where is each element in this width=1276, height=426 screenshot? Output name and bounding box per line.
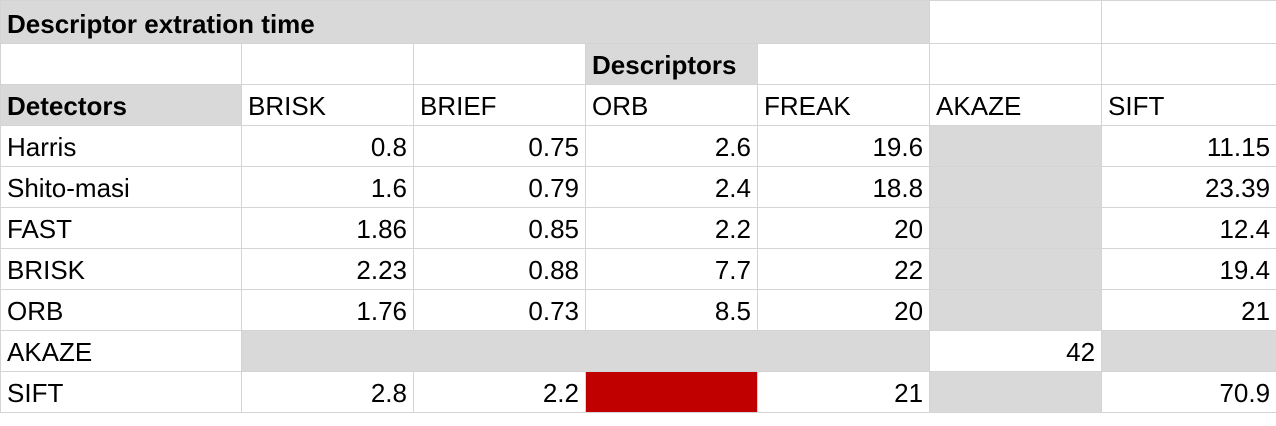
value-cell[interactable]: 0.88 [413,248,586,290]
value-cell[interactable]: 22 [756,248,931,290]
value-cell[interactable]: 20 [756,207,931,249]
value-cell[interactable]: 19.6 [756,125,931,167]
value-cell[interactable]: 0.85 [413,207,586,249]
not-applicable-cell[interactable] [240,330,931,372]
table-row: FAST 1.86 0.85 2.2 20 12.4 [0,207,1276,249]
descriptors-header[interactable]: Descriptors [585,43,758,85]
table-row: ORB 1.76 0.73 8.5 20 21 [0,289,1276,331]
not-applicable-cell[interactable] [929,371,1103,413]
value-cell[interactable]: 19.4 [1101,248,1276,290]
column-header-akaze[interactable]: AKAZE [929,84,1103,126]
value-cell[interactable]: 0.79 [413,166,586,208]
value-cell[interactable]: 2.4 [585,166,758,208]
value-cell[interactable]: 0.75 [413,125,586,167]
row-label[interactable]: Harris [0,125,242,167]
column-header-row: Detectors BRISK BRIEF ORB FREAK AKAZE SI… [0,84,1276,126]
row-label[interactable]: AKAZE [0,330,242,372]
table-title[interactable]: Descriptor extration time [0,0,931,44]
highlighted-cell[interactable] [585,371,758,413]
value-cell[interactable]: 1.86 [241,207,414,249]
column-header-sift[interactable]: SIFT [1101,84,1276,126]
row-label[interactable]: ORB [0,289,242,331]
value-cell[interactable]: 70.9 [1101,371,1276,413]
value-cell[interactable]: 0.8 [241,125,414,167]
value-cell[interactable]: 2.23 [241,248,414,290]
cell[interactable] [1101,0,1276,44]
cell[interactable] [241,43,414,85]
not-applicable-cell[interactable] [929,207,1103,249]
value-cell[interactable]: 1.76 [241,289,414,331]
not-applicable-cell[interactable] [1101,330,1276,372]
not-applicable-cell[interactable] [929,289,1103,331]
value-cell[interactable]: 7.7 [585,248,758,290]
column-header-brisk[interactable]: BRISK [241,84,414,126]
value-cell[interactable]: 20 [756,289,931,331]
descriptors-header-row: Descriptors [0,43,1276,85]
column-header-orb[interactable]: ORB [585,84,758,126]
value-cell[interactable]: 12.4 [1101,207,1276,249]
value-cell[interactable]: 11.15 [1101,125,1276,167]
table-row: Shito-masi 1.6 0.79 2.4 18.8 23.39 [0,166,1276,208]
column-header-brief[interactable]: BRIEF [413,84,586,126]
value-cell[interactable]: 8.5 [585,289,758,331]
not-applicable-cell[interactable] [929,166,1103,208]
cell[interactable] [0,43,242,85]
column-header-freak[interactable]: FREAK [756,84,931,126]
value-cell[interactable]: 2.2 [413,371,586,413]
value-cell[interactable]: 23.39 [1101,166,1276,208]
row-label[interactable]: BRISK [0,248,242,290]
table-row: SIFT 2.8 2.2 21 70.9 [0,371,1276,413]
title-row: Descriptor extration time [0,0,1276,44]
value-cell[interactable]: 21 [1101,289,1276,331]
descriptor-time-table: Descriptor extration time Descriptors De… [0,0,1276,413]
cell[interactable] [929,43,1103,85]
row-label[interactable]: SIFT [0,371,242,413]
cell[interactable] [929,0,1103,44]
value-cell[interactable]: 0.73 [413,289,586,331]
table-row: BRISK 2.23 0.88 7.7 22 19.4 [0,248,1276,290]
value-cell[interactable]: 1.6 [241,166,414,208]
value-cell[interactable]: 42 [929,330,1103,372]
not-applicable-cell[interactable] [929,248,1103,290]
not-applicable-cell[interactable] [929,125,1103,167]
cell[interactable] [756,43,931,85]
row-label[interactable]: Shito-masi [0,166,242,208]
table-row: AKAZE 42 [0,330,1276,372]
detectors-header[interactable]: Detectors [0,84,242,126]
value-cell[interactable]: 21 [756,371,931,413]
table-row: Harris 0.8 0.75 2.6 19.6 11.15 [0,125,1276,167]
row-label[interactable]: FAST [0,207,242,249]
value-cell[interactable]: 2.6 [585,125,758,167]
value-cell[interactable]: 2.2 [585,207,758,249]
cell[interactable] [413,43,586,85]
cell[interactable] [1101,43,1276,85]
value-cell[interactable]: 2.8 [241,371,414,413]
value-cell[interactable]: 18.8 [756,166,931,208]
